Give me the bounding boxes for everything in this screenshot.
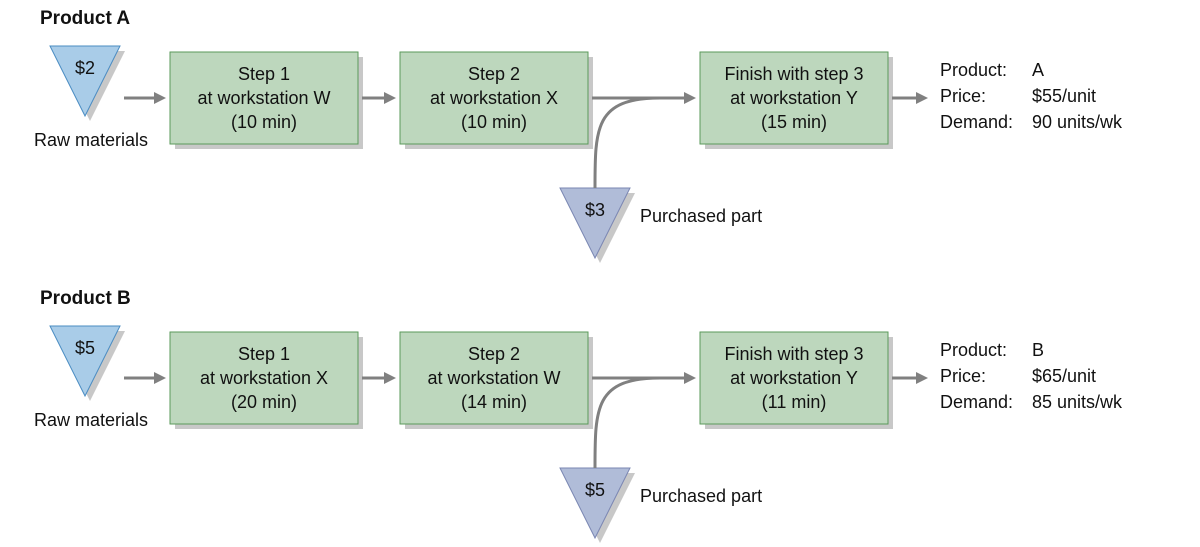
product-b-step3-l1: Finish with step 3: [724, 344, 863, 364]
product-a-a3-head: [916, 92, 928, 104]
product-a-info-k2: Demand:: [940, 112, 1013, 132]
product-a-raw-tri-cost: $2: [75, 58, 95, 78]
product-b-info-v1: $65/unit: [1032, 366, 1096, 386]
product-a-pur-label: Purchased part: [640, 206, 762, 226]
product-b-step3-l2: at workstation Y: [730, 368, 858, 388]
product-a-info-v0: A: [1032, 60, 1044, 80]
product-b-step1-l3: (20 min): [231, 392, 297, 412]
product-a-step2-l1: Step 2: [468, 64, 520, 84]
product-a-a0-head: [154, 92, 166, 104]
product-a-title: Product A: [40, 8, 130, 29]
product-b-info-k1: Price:: [940, 366, 986, 386]
product-a-step1-l3: (10 min): [231, 112, 297, 132]
product-a-step3-l2: at workstation Y: [730, 88, 858, 108]
product-b-pur-label: Purchased part: [640, 486, 762, 506]
product-b-info-k2: Demand:: [940, 392, 1013, 412]
product-a-a2-head: [684, 92, 696, 104]
product-a-step1-l2: at workstation W: [197, 88, 330, 108]
product-a-step1-l1: Step 1: [238, 64, 290, 84]
product-b-a0-head: [154, 372, 166, 384]
product-a-step2-l2: at workstation X: [430, 88, 558, 108]
product-b-title: Product B: [40, 288, 131, 309]
product-b-step2-l3: (14 min): [461, 392, 527, 412]
product-b-raw-tri-cost: $5: [75, 338, 95, 358]
product-a-info-k0: Product:: [940, 60, 1007, 80]
product-b-raw-label: Raw materials: [34, 410, 148, 430]
product-b-step1-l2: at workstation X: [200, 368, 328, 388]
product-a-step3-l1: Finish with step 3: [724, 64, 863, 84]
product-a-pur-curve: [595, 98, 660, 188]
product-b-pur-curve: [595, 378, 660, 468]
product-a-step3-l3: (15 min): [761, 112, 827, 132]
product-a-info-v2: 90 units/wk: [1032, 112, 1123, 132]
product-b-step3-l3: (11 min): [762, 392, 827, 412]
product-a-raw-label: Raw materials: [34, 130, 148, 150]
product-b-step2-l2: at workstation W: [427, 368, 560, 388]
product-b-info-v0: B: [1032, 340, 1044, 360]
product-b-a2-head: [684, 372, 696, 384]
product-a-step2-l3: (10 min): [461, 112, 527, 132]
product-a-a1-head: [384, 92, 396, 104]
product-b-a1-head: [384, 372, 396, 384]
product-b-pur-tri-cost: $5: [585, 480, 605, 500]
product-a-info-k1: Price:: [940, 86, 986, 106]
product-b-info-k0: Product:: [940, 340, 1007, 360]
product-b-info-v2: 85 units/wk: [1032, 392, 1123, 412]
product-b-a3-head: [916, 372, 928, 384]
product-b-step2-l1: Step 2: [468, 344, 520, 364]
product-a-pur-tri-cost: $3: [585, 200, 605, 220]
product-b-step1-l1: Step 1: [238, 344, 290, 364]
product-a-info-v1: $55/unit: [1032, 86, 1096, 106]
